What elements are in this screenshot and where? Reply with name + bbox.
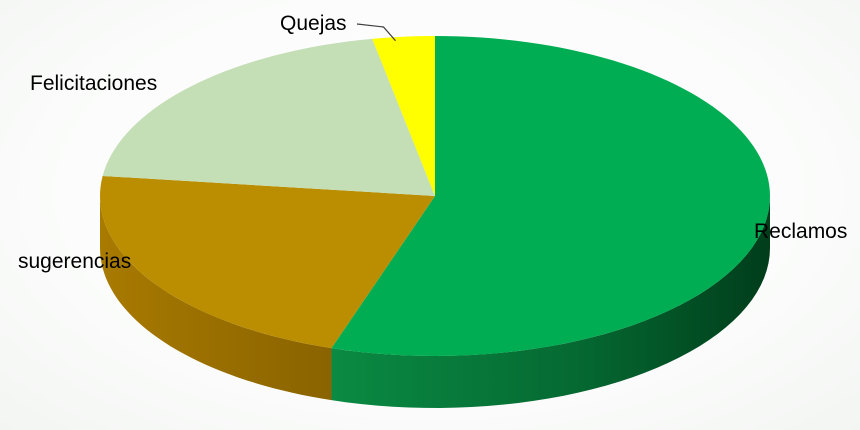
leader-line-quejas (356, 23, 396, 42)
label-felicitaciones: Felicitaciones (30, 72, 157, 95)
pie-slice-sugerencias (100, 175, 435, 349)
pie-labels: Reclamos sugerencias Felicitaciones Quejas (18, 12, 847, 273)
pie-side-reclamos (331, 196, 770, 408)
pie-side-sugerencias (100, 196, 332, 401)
pie-leader-lines (356, 23, 396, 42)
label-quejas: Quejas (280, 12, 347, 35)
pie-slice-reclamos (331, 36, 770, 356)
pie-sides (100, 196, 770, 408)
pie-slice-felicitaciones (102, 38, 435, 196)
pie-slice-quejas (372, 36, 435, 196)
label-sugerencias: sugerencias (18, 250, 131, 273)
label-reclamos: Reclamos (754, 220, 847, 243)
pie-tops (100, 36, 770, 356)
